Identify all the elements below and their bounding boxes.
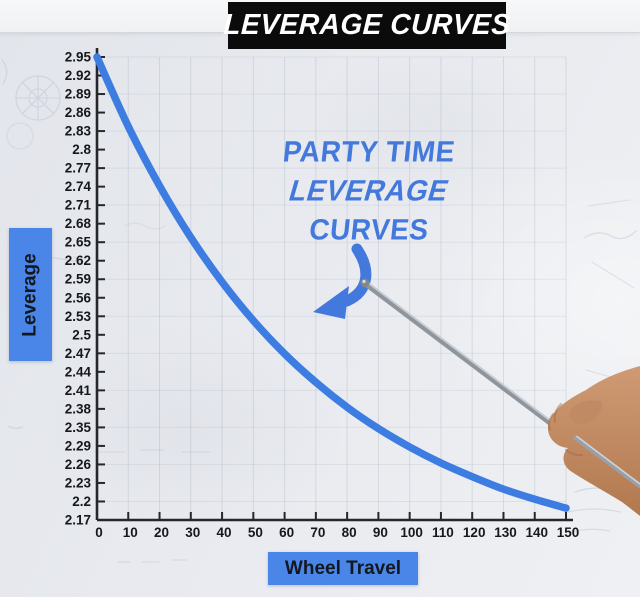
svg-text:20: 20 [154,525,169,540]
svg-text:90: 90 [373,525,388,540]
x-axis-label: Wheel Travel [284,557,402,579]
svg-text:2.2: 2.2 [72,494,91,509]
x-axis-label-box: Wheel Travel [268,552,418,585]
svg-text:2.47: 2.47 [65,346,91,361]
thumb [569,400,602,424]
svg-text:0: 0 [95,525,103,540]
svg-text:150: 150 [557,525,580,540]
svg-text:2.26: 2.26 [65,457,92,472]
svg-text:2.68: 2.68 [65,216,92,231]
svg-text:2.95: 2.95 [65,50,92,65]
svg-text:120: 120 [463,525,486,540]
presenter-hand [547,366,640,516]
svg-text:2.92: 2.92 [65,68,91,83]
svg-text:2.38: 2.38 [65,401,92,416]
page-title: LEVERAGE CURVES [222,9,512,41]
svg-text:2.65: 2.65 [65,235,92,250]
svg-text:2.56: 2.56 [65,290,92,305]
svg-text:40: 40 [217,525,232,540]
circle-sketch-icon [6,122,34,150]
svg-text:50: 50 [248,525,263,540]
svg-text:2.5: 2.5 [72,327,91,342]
title-banner: LEVERAGE CURVES [223,2,511,49]
y-axis-label-box: Leverage [9,228,52,361]
svg-text:2.41: 2.41 [65,383,92,398]
svg-text:110: 110 [432,525,454,540]
svg-text:140: 140 [525,525,548,540]
svg-text:2.86: 2.86 [65,105,92,120]
svg-text:10: 10 [123,525,138,540]
svg-text:2.74: 2.74 [65,179,92,194]
svg-text:2.71: 2.71 [65,198,92,213]
svg-text:100: 100 [400,525,423,540]
svg-text:2.83: 2.83 [65,124,92,139]
svg-text:2.89: 2.89 [65,87,91,102]
svg-text:2.62: 2.62 [65,253,91,268]
pointer-tip [360,278,370,288]
svg-text:2.77: 2.77 [65,161,91,176]
svg-text:2.53: 2.53 [65,309,92,324]
svg-text:80: 80 [342,525,357,540]
svg-text:2.29: 2.29 [65,438,91,453]
svg-text:2.35: 2.35 [65,420,92,435]
svg-text:2.59: 2.59 [65,272,91,287]
leverage-curve-line [93,53,570,512]
svg-text:70: 70 [310,525,325,540]
svg-text:60: 60 [279,525,294,540]
svg-text:2.44: 2.44 [65,364,92,379]
svg-text:2.23: 2.23 [65,475,92,490]
svg-text:2.17: 2.17 [65,513,91,528]
svg-text:30: 30 [185,525,200,540]
gear-sketch-icon [15,75,61,121]
svg-text:2.8: 2.8 [72,142,91,157]
svg-text:130: 130 [494,525,517,540]
